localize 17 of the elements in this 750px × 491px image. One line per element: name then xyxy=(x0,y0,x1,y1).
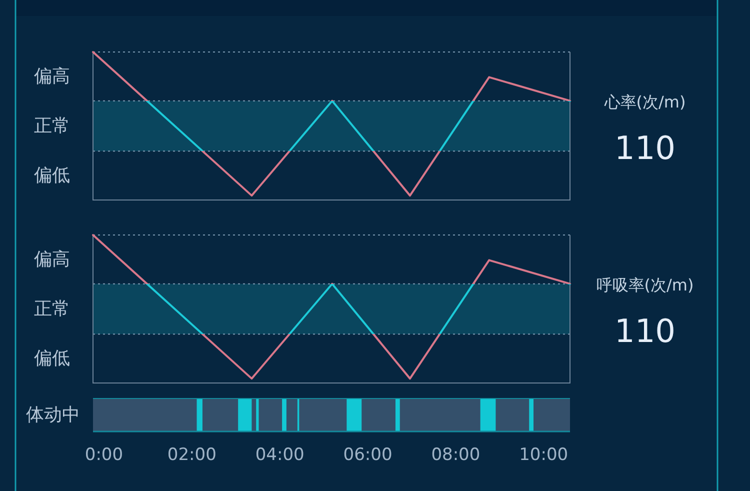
x-tick-label: 02:00 xyxy=(167,445,216,465)
text: 偏高 xyxy=(34,249,70,270)
text: 110 xyxy=(614,129,676,167)
x-tick-label: 10:00 xyxy=(519,445,568,465)
text: 正常 xyxy=(34,116,70,136)
text: 呼吸率(次/m) xyxy=(596,276,694,294)
text: 偏高 xyxy=(34,66,70,88)
x-tick-label: 0:00 xyxy=(84,445,124,465)
text: 正常 xyxy=(34,298,70,320)
x-tick-label: 04:00 xyxy=(255,445,304,465)
x-tick-label: 06:00 xyxy=(343,445,392,465)
x-tick-label: 08:00 xyxy=(431,445,480,465)
y-tick-label: 体动中 xyxy=(26,404,80,426)
text: 偏低 xyxy=(34,164,70,186)
text: 心率(次/m) xyxy=(603,92,686,112)
text: 偏低 xyxy=(34,348,70,369)
text: 110 xyxy=(614,312,676,350)
